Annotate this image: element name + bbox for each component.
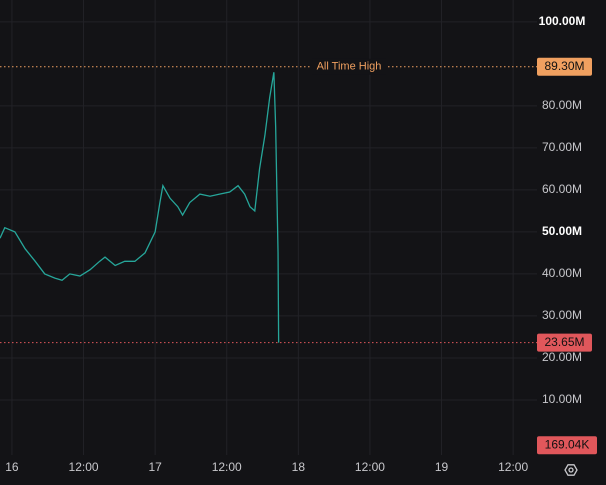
y-tick-label: 70.00M (542, 140, 582, 154)
y-tick-label: 80.00M (542, 98, 582, 112)
price-line-text-bg (312, 58, 386, 75)
volume-label-bg (537, 436, 597, 455)
x-tick-label: 12:00 (355, 460, 385, 474)
y-tick-label: 10.00M (542, 392, 582, 406)
x-tick-label: 12:00 (212, 460, 242, 474)
x-tick-label: 19 (435, 460, 449, 474)
x-tick-label: 18 (292, 460, 306, 474)
price-label-bg (537, 57, 592, 76)
volume-label: 169.04K (545, 437, 590, 451)
y-tick-label: 40.00M (542, 266, 582, 280)
price-label: 23.65M (544, 335, 584, 349)
price-label: 89.30M (544, 59, 584, 73)
y-tick-label: 50.00M (542, 224, 582, 238)
y-tick-label: 20.00M (542, 350, 582, 364)
price-line-series (0, 72, 280, 343)
x-tick-label: 12:00 (69, 460, 99, 474)
x-tick-label: 16 (5, 460, 19, 474)
y-tick-label: 60.00M (542, 182, 582, 196)
settings-icon[interactable] (564, 464, 578, 476)
price-label-bg (537, 333, 592, 352)
x-tick-label: 12:00 (498, 460, 528, 474)
x-tick-label: 17 (148, 460, 162, 474)
y-tick-label: 30.00M (542, 308, 582, 322)
price-line-text: All Time High (317, 61, 382, 73)
y-tick-label: 100.00M (539, 14, 586, 28)
